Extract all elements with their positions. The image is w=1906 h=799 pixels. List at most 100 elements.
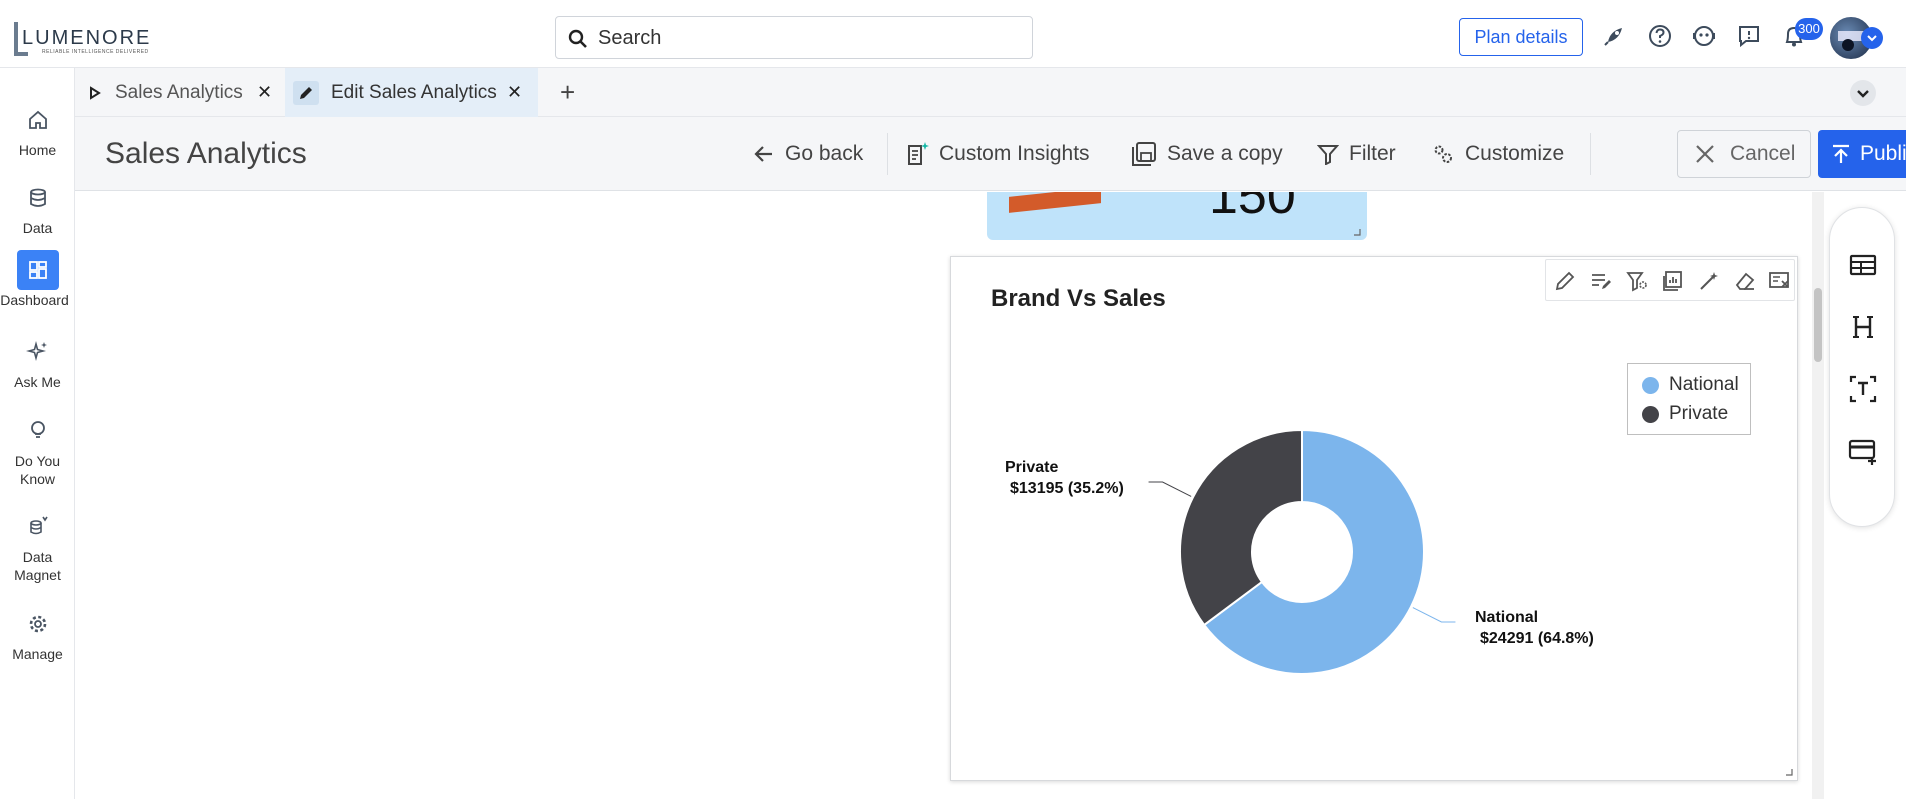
sidebar-item-home[interactable]: Home: [0, 100, 75, 158]
add-heading-icon[interactable]: [1848, 312, 1878, 342]
data-label-private-name: Private: [1005, 459, 1059, 476]
custom-insights-button[interactable]: Custom Insights: [905, 137, 1090, 171]
widget-toolbar: [1545, 259, 1795, 301]
notification-count-badge: 300: [1795, 18, 1823, 40]
account-menu-chevron-icon[interactable]: [1861, 27, 1883, 49]
pencil-icon: [293, 80, 319, 105]
cancel-label: Cancel: [1730, 142, 1796, 165]
add-card-icon[interactable]: [1848, 436, 1878, 466]
logo-wordmark: LUMENORE: [22, 27, 152, 49]
custom-insights-label: Custom Insights: [939, 142, 1090, 165]
sidebar-label-data-magnet: Data Magnet: [14, 549, 61, 583]
page-title: Sales Analytics: [105, 137, 307, 170]
user-avatar[interactable]: [1828, 15, 1874, 61]
sidebar-item-dashboard[interactable]: Dashboard: [0, 250, 75, 308]
main-sidebar: Home Data Dashboard Ask Me Do You Know D…: [0, 68, 75, 799]
resize-handle-icon[interactable]: [1785, 768, 1793, 776]
assistant-bot-icon[interactable]: [1690, 22, 1718, 50]
sidebar-item-do-you-know[interactable]: Do You Know: [0, 410, 75, 488]
top-bar: LUMENORE RELIABLE INTELLIGENCE DELIVERED…: [0, 0, 1906, 68]
tab-edit-sales-analytics[interactable]: Edit Sales Analytics ✕: [285, 68, 538, 117]
legend-item-national[interactable]: National: [1642, 374, 1739, 396]
add-table-widget-icon[interactable]: [1848, 250, 1878, 280]
upload-icon: [1833, 144, 1849, 163]
canvas-scrollbar[interactable]: [1812, 192, 1824, 799]
data-label-national-value: $24291 (64.8%): [1480, 630, 1594, 647]
avatar-image-icon: [1838, 31, 1868, 51]
search-icon: [568, 29, 587, 48]
legend-label-national: National: [1669, 374, 1739, 395]
sidebar-item-data[interactable]: Data: [0, 178, 75, 236]
publish-label: Publish: [1860, 142, 1906, 165]
sidebar-label-manage: Manage: [12, 646, 63, 662]
plan-details-button[interactable]: Plan details: [1459, 18, 1583, 56]
remove-widget-icon[interactable]: [1768, 270, 1790, 292]
kpi-box-illustration-icon: [1009, 192, 1101, 213]
legend-swatch-national: [1642, 376, 1659, 394]
save-copy-label: Save a copy: [1167, 142, 1283, 165]
sidebar-label-home: Home: [18, 142, 57, 158]
legend-label-private: Private: [1669, 403, 1729, 424]
connector-line-private: [1148, 481, 1192, 497]
close-icon: [1696, 145, 1714, 163]
toolbar-divider: [887, 133, 888, 175]
kpi-value: 150: [1209, 192, 1296, 225]
resize-handle-icon[interactable]: [1353, 228, 1361, 236]
add-tab-plus-icon[interactable]: +: [560, 77, 576, 107]
go-back-label: Go back: [785, 142, 864, 165]
search-box[interactable]: [555, 16, 1033, 59]
tabs-overflow-chevron-icon[interactable]: [1850, 80, 1876, 106]
cancel-button[interactable]: Cancel: [1677, 130, 1811, 178]
help-icon[interactable]: [1646, 22, 1674, 50]
donut-slice-private[interactable]: [1179, 428, 1303, 627]
filter-settings-icon[interactable]: [1626, 270, 1648, 292]
legend-item-private[interactable]: Private: [1642, 403, 1728, 425]
sidebar-label-ask-me: Ask Me: [14, 374, 61, 390]
magic-wand-icon[interactable]: [1698, 270, 1720, 292]
chart-legend: National Private: [1627, 363, 1751, 435]
sidebar-label-dashboard: Dashboard: [0, 292, 69, 308]
chart-widget[interactable]: Brand Vs Sales National Private Private $…: [950, 256, 1798, 781]
publish-button[interactable]: Publish: [1818, 130, 1906, 178]
edit-text-icon[interactable]: [1590, 270, 1612, 292]
chart-title: Brand Vs Sales: [991, 285, 1166, 312]
save-copy-button[interactable]: Save a copy: [1131, 137, 1283, 171]
filter-button[interactable]: Filter: [1317, 137, 1396, 171]
save-copy-icon: [1132, 142, 1156, 166]
donut-chart: [1148, 428, 1456, 675]
tab-label: Sales Analytics: [115, 81, 243, 103]
sidebar-item-manage[interactable]: Manage: [0, 604, 75, 662]
chart-settings-icon[interactable]: [1662, 270, 1684, 292]
sidebar-item-ask-me[interactable]: Ask Me: [0, 332, 75, 390]
custom-insights-icon: [908, 142, 929, 165]
edit-pencil-icon[interactable]: [1554, 270, 1576, 292]
arrow-left-icon: [754, 146, 772, 162]
close-tab-icon[interactable]: ✕: [257, 82, 273, 102]
home-icon: [17, 100, 59, 140]
lumenore-logo[interactable]: LUMENORE RELIABLE INTELLIGENCE DELIVERED: [14, 20, 149, 60]
legend-swatch-private: [1642, 405, 1659, 423]
sidebar-label-data: Data: [22, 220, 53, 236]
tab-sales-analytics[interactable]: Sales Analytics ✕: [75, 68, 285, 117]
search-input[interactable]: [598, 25, 1018, 51]
rocket-icon[interactable]: [1600, 22, 1628, 50]
data-label-national-name: National: [1475, 609, 1539, 626]
widget-palette: [1829, 207, 1895, 527]
go-back-button[interactable]: Go back: [753, 137, 863, 171]
data-label-private-value: $13195 (35.2%): [1010, 480, 1124, 497]
database-icon: [17, 178, 59, 218]
customize-button[interactable]: Customize: [1431, 137, 1564, 171]
sidebar-item-data-magnet[interactable]: Data Magnet: [0, 506, 75, 584]
data-magnet-icon: [17, 506, 59, 546]
logo-tagline: RELIABLE INTELLIGENCE DELIVERED: [42, 49, 149, 55]
close-tab-icon[interactable]: ✕: [507, 82, 523, 102]
scrollbar-thumb[interactable]: [1814, 288, 1822, 362]
eraser-icon[interactable]: [1734, 270, 1756, 292]
data-label-private: Private $13195 (35.2%): [1005, 457, 1124, 499]
feedback-icon[interactable]: [1735, 22, 1763, 50]
donut-slice-national[interactable]: [1202, 428, 1425, 675]
sparkle-icon: [17, 332, 59, 372]
kpi-card[interactable]: 150: [987, 192, 1367, 240]
add-text-box-icon[interactable]: [1848, 374, 1878, 404]
connector-line-national: [1412, 607, 1456, 623]
